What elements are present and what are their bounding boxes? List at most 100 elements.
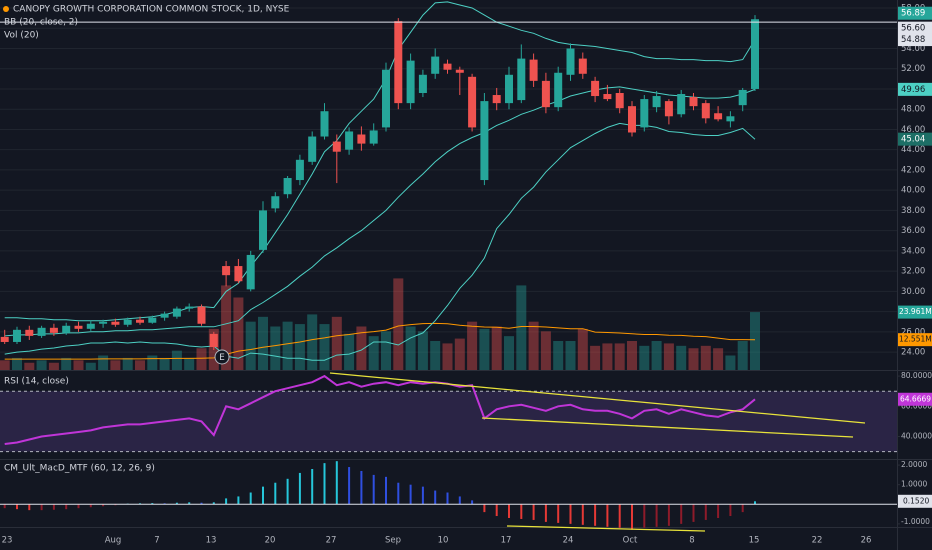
- macd-bar: [446, 492, 449, 505]
- candle-body: [689, 97, 698, 107]
- candle-body: [505, 74, 513, 104]
- candle-body: [591, 80, 600, 97]
- macd-bar: [680, 504, 683, 524]
- x-tick-label: 24: [563, 536, 574, 546]
- candle-body: [701, 103, 710, 119]
- indicator-label[interactable]: RSI (14, close): [4, 377, 69, 387]
- volume-bar: [479, 328, 490, 370]
- y-tick-label: 46.00: [901, 125, 925, 135]
- indicator-label[interactable]: CM_Ult_MacD_MTF (60, 12, 26, 9): [4, 464, 155, 474]
- candle-body: [738, 89, 747, 106]
- candle-body: [0, 336, 9, 342]
- macd-bar: [409, 484, 412, 505]
- candle-body: [13, 329, 21, 342]
- indicator-label[interactable]: BB (20, close, 2): [4, 18, 78, 28]
- candle-body: [345, 131, 354, 150]
- candle-body: [62, 325, 71, 333]
- volume-bar: [590, 345, 601, 370]
- macd-bar: [594, 504, 597, 526]
- macd-bar: [631, 504, 633, 530]
- candle-body: [172, 308, 181, 317]
- volume-bar: [368, 336, 379, 370]
- y-tick-label: 30.00: [901, 287, 925, 297]
- volume-bar: [700, 345, 711, 370]
- candle-body: [652, 96, 661, 108]
- macd-bar: [754, 501, 756, 505]
- axis-value-label: 12.551M: [899, 335, 932, 344]
- candle-body: [222, 266, 231, 276]
- x-tick-label: 17: [501, 536, 512, 546]
- y-tick-label: 26.00: [901, 327, 925, 337]
- candle-body: [74, 325, 83, 329]
- macd-bar: [151, 503, 154, 505]
- earnings-marker[interactable]: [214, 349, 230, 365]
- macd-bar: [372, 474, 375, 505]
- macd-bar: [311, 469, 314, 505]
- volume-bar: [725, 355, 736, 370]
- volume-bar: [147, 355, 158, 370]
- candle-body: [357, 134, 366, 144]
- volume-bar: [639, 345, 650, 370]
- macd-bar: [667, 504, 670, 526]
- candle-body: [308, 136, 317, 162]
- y-tick-label: 40.00: [901, 186, 925, 196]
- volume-bar: [405, 326, 416, 370]
- x-tick-label: 8: [689, 536, 694, 546]
- candle-body: [295, 159, 304, 181]
- candle-body: [197, 306, 206, 324]
- volume-bar: [245, 321, 256, 370]
- y-tick-label: 60.0000: [901, 401, 932, 410]
- candle-body: [332, 141, 341, 152]
- indicator-label[interactable]: Vol (20): [4, 31, 39, 41]
- volume-bar: [171, 350, 182, 370]
- axis-value-box: [898, 82, 932, 96]
- candle-body: [455, 69, 464, 73]
- macd-bar: [274, 482, 277, 505]
- volume-bar: [0, 360, 10, 370]
- macd-bar: [89, 504, 92, 508]
- candle-body: [529, 59, 538, 81]
- macd-bar: [77, 504, 80, 509]
- volume-bar: [12, 357, 22, 370]
- y-tick-label: 34.00: [901, 246, 925, 256]
- macd-bar: [65, 504, 68, 510]
- candle-body: [320, 111, 329, 137]
- macd-bar: [458, 496, 461, 505]
- rsi-line: [4, 374, 756, 445]
- chart-title: CANOPY GROWTH CORPORATION COMMON STOCK, …: [13, 5, 290, 15]
- macd-bar: [544, 504, 547, 522]
- candle-body: [148, 317, 157, 323]
- bb-upper: [4, 1, 756, 322]
- candle-body: [86, 323, 95, 329]
- volume-bar: [467, 321, 478, 370]
- macd-bar: [52, 504, 55, 510]
- y-tick-label: 1.0000: [901, 480, 927, 489]
- x-tick-label: 7: [154, 536, 159, 546]
- candle-body: [49, 327, 58, 333]
- macd-bar: [298, 472, 301, 505]
- axis-value-label: 49.96: [901, 85, 925, 95]
- macd-bar: [225, 498, 228, 505]
- candle-body: [418, 74, 427, 94]
- volume-bar: [713, 348, 724, 370]
- macd-bar: [520, 504, 523, 519]
- trend-line: [506, 525, 706, 532]
- y-tick-label: -1.0000: [901, 517, 930, 526]
- candle-body: [677, 94, 686, 115]
- candle-body: [554, 72, 563, 108]
- macd-bar: [249, 492, 252, 505]
- candle-body: [37, 327, 46, 336]
- candle-body: [246, 254, 255, 290]
- volume-bar: [294, 324, 305, 370]
- volume-bar: [356, 326, 367, 370]
- volume-bar: [135, 360, 145, 370]
- axis-value-box: [898, 21, 932, 35]
- volume-bar: [98, 355, 109, 370]
- volume-bar: [614, 343, 625, 370]
- macd-bar: [348, 467, 351, 505]
- volume-bar: [184, 357, 195, 370]
- volume-bar: [491, 326, 502, 370]
- volume-bar: [85, 362, 96, 370]
- volume-bar: [737, 341, 748, 370]
